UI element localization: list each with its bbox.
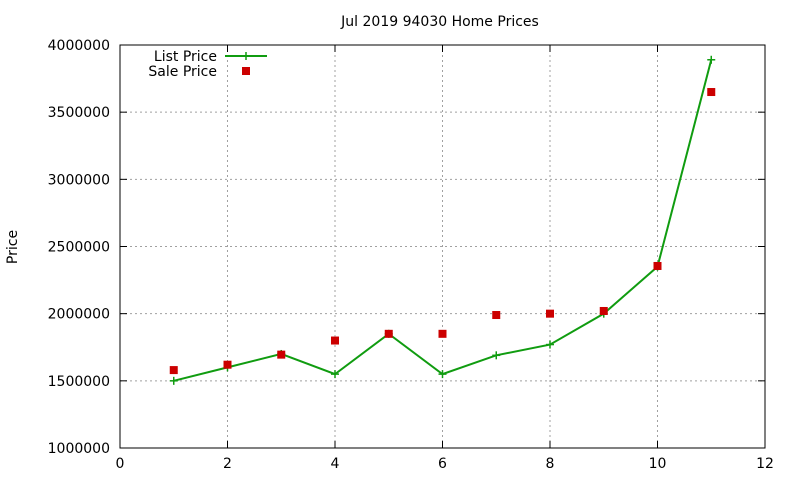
legend-sale-price-swatch — [242, 67, 250, 75]
legend-label-list-price: List Price — [154, 49, 217, 65]
y-tick-label: 2000000 — [48, 307, 110, 323]
list-price-point — [707, 55, 716, 64]
legend-label-sale-price: Sale Price — [148, 64, 217, 80]
list-price-point — [169, 376, 178, 385]
y-tick-label: 1000000 — [48, 441, 110, 457]
list-price-point — [492, 351, 501, 360]
x-tick-label: 12 — [756, 456, 774, 472]
sale-price-point — [492, 311, 501, 320]
list-price-point — [438, 370, 447, 379]
data-series — [169, 55, 716, 385]
legend-list-price-marker — [242, 52, 250, 60]
axes: 1000000 1500000 2000000 2500000 3000000 35000… — [48, 38, 774, 472]
sale-price-point — [707, 88, 716, 97]
y-tick-label: 2500000 — [48, 240, 110, 256]
y-tick-label: 3500000 — [48, 105, 110, 121]
x-tick-label: 4 — [331, 456, 340, 472]
y-tick-label: 3000000 — [48, 172, 110, 188]
x-tick-label: 6 — [438, 456, 447, 472]
list-price-point — [546, 340, 554, 349]
gridlines — [120, 45, 765, 448]
sale-price-point — [599, 306, 608, 315]
list-price-point — [331, 370, 339, 379]
y-tick-label: 4000000 — [48, 38, 110, 54]
x-tick-label: 2 — [223, 456, 232, 472]
plot-frame — [119, 44, 766, 449]
sale-price-point — [653, 261, 662, 270]
legend-sale-price-marker — [242, 67, 250, 75]
sale-price-point — [384, 329, 393, 338]
sale-price-point — [169, 366, 178, 375]
x-tick-label: 8 — [546, 456, 555, 472]
chart-title: Jul 2019 94030 Home Prices — [340, 14, 539, 30]
sale-price-point — [331, 336, 339, 345]
legend: List Price Sale Price — [148, 49, 267, 80]
legend-list-price-swatch — [225, 52, 267, 60]
x-tick-label: 0 — [116, 456, 125, 472]
y-axis-label: Price — [5, 230, 21, 264]
sale-price-point — [546, 309, 554, 318]
x-tick-label: 10 — [649, 456, 667, 472]
sale-price-point — [438, 329, 447, 338]
sale-price-point — [223, 360, 232, 369]
y-tick-label: 1500000 — [48, 374, 110, 390]
sale-price-point — [277, 350, 286, 359]
